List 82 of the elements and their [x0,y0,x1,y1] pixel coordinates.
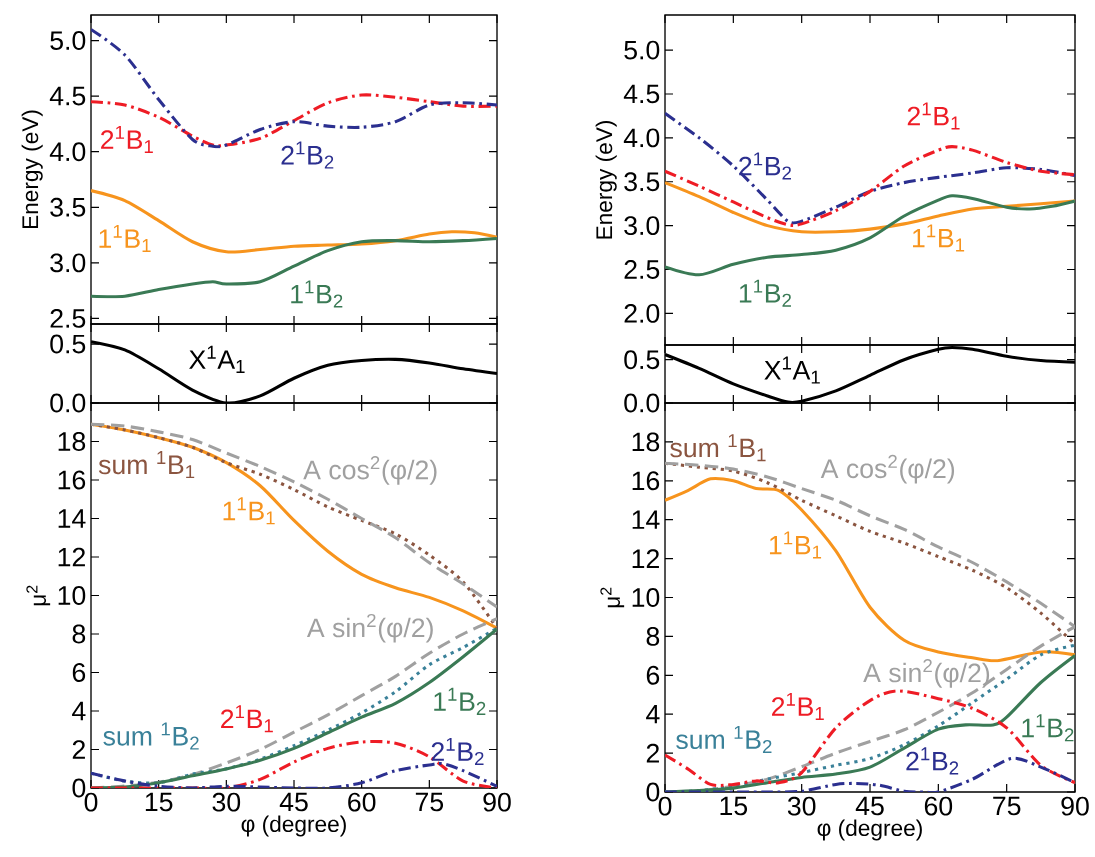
series-label: A sin$^{2}$(φ/2) [863,659,990,688]
y-tick-label: 0.5 [50,334,86,354]
x-tick-label: 75 [993,796,1021,816]
legend-label: X$^{1}$A$_{1}$ [189,345,245,373]
x-tick-label: 60 [924,796,953,816]
y-tick-label: 4.5 [49,86,86,106]
y-tick-label: 4.0 [623,128,660,148]
series-label: 1$^{1}$B$_{2}$ [291,280,343,308]
y-axis-title: μ$^{2}$ [600,587,625,608]
x-tick-label: 30 [212,792,241,812]
y-tick-label: 4 [646,705,660,724]
series-label: 2$^{1}$B$_{2}$ [431,737,484,765]
y-tick-label: 12 [632,549,659,568]
y-tick-label: 10 [632,588,660,607]
series-label: 1$^{1}$B$_{1}$ [223,497,275,525]
y-tick-label: 2 [646,743,659,763]
series-label: 2$^{1}$B$_{1}$ [221,705,273,733]
x-tick-label: 30 [787,796,816,816]
y-tick-label: 3.5 [50,197,86,217]
y-tick-label: 0.5 [624,350,660,370]
y-tick-label: 0 [72,778,86,798]
y-tick-label: 16 [58,470,86,490]
x-tick-label: 60 [348,792,376,812]
y-tick-label: 4.5 [623,84,660,104]
y-tick-label: 0.0 [50,393,86,413]
series-label: sum $^{1}$B$_{2}$ [103,722,199,750]
series-label: A cos$^{2}$(φ/2) [820,454,955,484]
series-label: sum $^{1}$B$_{1}$ [98,451,195,479]
y-tick-label: 2 [72,740,85,759]
line-series [91,189,497,254]
y-axis-title: Energy (eV) [595,120,617,239]
x-tick-label: 75 [415,792,444,812]
y-tick-label: 16 [632,471,660,491]
y-tick-label: 4 [72,701,86,721]
series-label: 1$^{1}$B$_{1}$ [769,531,822,559]
y-tick-label: 18 [58,432,86,451]
line-series [665,689,1076,787]
series-label: 2$^{1}$B$_{1}$ [101,125,153,153]
y-tick-label: 3.0 [624,216,660,236]
y-tick-label: 5.0 [50,31,86,50]
x-tick-label: 45 [855,796,884,816]
series-label: 1$^{1}$B$_{1}$ [913,224,965,252]
y-tick-label: 8 [72,624,86,644]
series-label: sum $^{1}$B$_{2}$ [676,725,772,753]
x-tick-label: 15 [145,792,173,812]
y-axis-title: μ$^{2}$ [26,585,51,606]
y-tick-label: 10 [58,586,86,605]
y-tick-label: 6 [646,665,660,685]
series-label: 2$^{1}$B$_{1}$ [907,102,960,130]
series-label: 1$^{1}$B$_{2}$ [739,279,791,307]
y-tick-label: 14 [632,510,660,529]
y-tick-label: 0.0 [624,393,660,413]
x-tick-label: 45 [279,792,308,812]
y-tick-label: 2.0 [624,303,660,323]
series-label: A cos$^{2}$(φ/2) [303,456,437,485]
series-label: A sin$^{2}$(φ/2) [306,613,433,643]
x-axis-title: φ (degree) [241,815,346,837]
y-tick-label: 2.5 [624,260,660,279]
y-tick-label: 12 [58,547,85,567]
y-tick-label: 2.5 [50,309,86,328]
y-tick-label: 8 [646,626,660,646]
y-tick-label: 3.0 [50,253,86,273]
series-label: 2$^{1}$B$_{2}$ [906,747,959,775]
y-tick-label: 14 [58,509,86,528]
y-tick-label: 18 [632,432,660,452]
x-tick-label: 15 [720,796,748,816]
y-tick-label: 5.0 [624,40,660,60]
series-label: 1$^{1}$B$_{2}$ [434,687,486,715]
y-tick-label: 6 [72,663,86,682]
series-label: sum $^{1}$B$_{1}$ [670,434,766,462]
series-label: 2$^{1}$B$_{2}$ [281,141,334,169]
x-tick-label: 90 [483,792,511,812]
series-label: 2$^{1}$B$_{1}$ [772,692,824,720]
y-axis-title: Energy (eV) [21,110,43,229]
line-series [665,194,1076,277]
y-tick-label: 4.0 [49,142,86,162]
x-axis-title: φ (degree) [817,819,922,841]
y-tick-label: 3.5 [624,172,660,192]
series-label: 1$^{1}$B$_{2}$ [1022,714,1074,742]
x-tick-label: 90 [1061,796,1089,816]
legend-label: X$^{1}$A$_{1}$ [764,356,820,384]
series-label: 1$^{1}$B$_{1}$ [99,224,151,252]
